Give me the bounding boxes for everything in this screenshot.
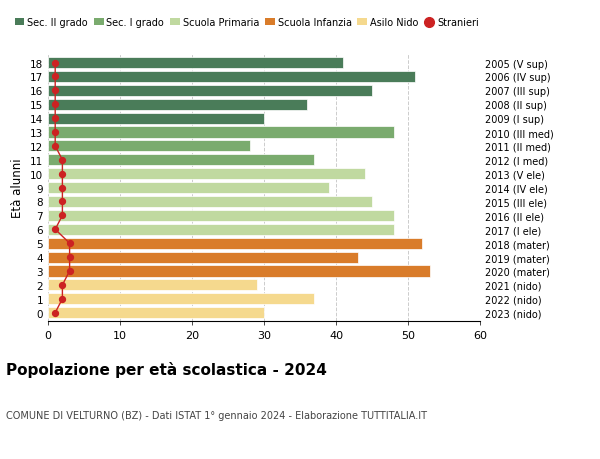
Point [65, 240, 74, 247]
Bar [48, 196, 372, 207]
Bar [48, 294, 314, 305]
Legend: Sec. II grado, Sec. I grado, Scuola Primaria, Scuola Infanzia, Asilo Nido, Stran: Sec. II grado, Sec. I grado, Scuola Prim… [11, 14, 482, 32]
Bar [48, 266, 430, 277]
Bar [48, 224, 394, 235]
Point [58, 171, 67, 178]
Bar [48, 100, 307, 111]
Bar [48, 141, 250, 152]
Bar [48, 85, 372, 97]
Text: COMUNE DI VELTURNO (BZ) - Dati ISTAT 1° gennaio 2024 - Elaborazione TUTTITALIA.I: COMUNE DI VELTURNO (BZ) - Dati ISTAT 1° … [6, 410, 427, 420]
Point [50, 143, 60, 150]
Bar [48, 58, 343, 69]
Point [58, 296, 67, 303]
Point [50, 309, 60, 317]
Bar [48, 238, 422, 249]
Point [50, 129, 60, 136]
Text: Popolazione per età scolastica - 2024: Popolazione per età scolastica - 2024 [6, 361, 327, 377]
Y-axis label: Età alunni: Età alunni [11, 158, 25, 218]
Point [58, 198, 67, 206]
Point [58, 157, 67, 164]
Bar [48, 183, 329, 194]
Point [58, 281, 67, 289]
Bar [48, 169, 365, 180]
Point [58, 212, 67, 219]
Bar [48, 127, 394, 138]
Point [65, 268, 74, 275]
Bar [48, 280, 257, 291]
Bar [48, 210, 394, 221]
Point [50, 226, 60, 234]
Point [58, 185, 67, 192]
Point [65, 254, 74, 261]
Point [50, 115, 60, 123]
Point [50, 73, 60, 81]
Bar [48, 308, 264, 319]
Point [50, 101, 60, 109]
Point [50, 88, 60, 95]
Bar [48, 252, 358, 263]
Bar [48, 72, 415, 83]
Point [50, 60, 60, 67]
Bar [48, 155, 314, 166]
Bar [48, 113, 264, 124]
